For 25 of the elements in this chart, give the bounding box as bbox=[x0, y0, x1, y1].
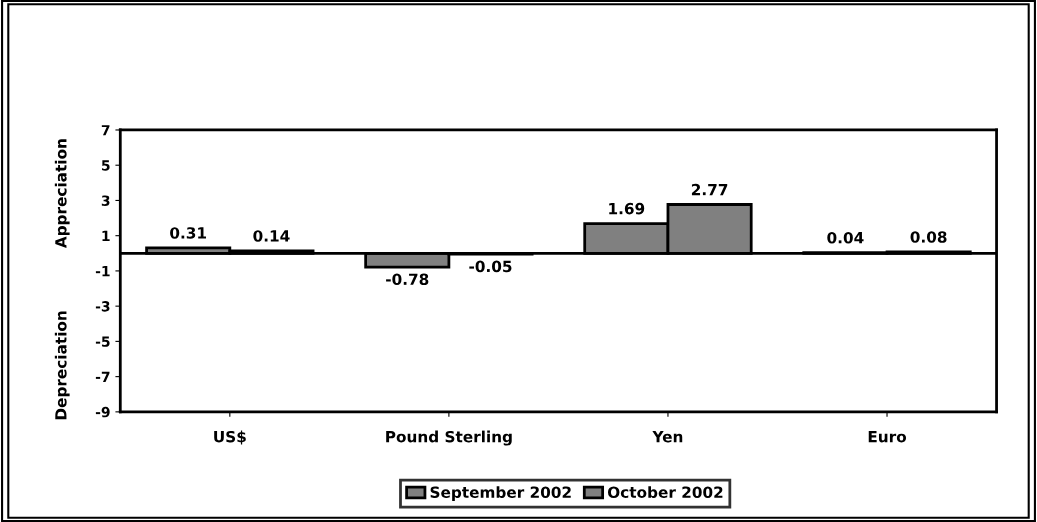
text: Depreciation bbox=[54, 311, 70, 420]
legend-label: September 2002 bbox=[430, 486, 571, 501]
data-label: -0.78 bbox=[386, 273, 429, 286]
y-tick-label: -3 bbox=[95, 301, 110, 312]
data-label: 1.69 bbox=[609, 202, 645, 215]
y-tick-label: 1 bbox=[102, 230, 110, 241]
x-tick-label: US$ bbox=[214, 430, 246, 445]
data-label: 0.08 bbox=[910, 231, 947, 243]
x-tick-label: Euro bbox=[868, 431, 907, 443]
data-label: 0.31 bbox=[170, 227, 206, 239]
y-tick-label: 7 bbox=[101, 125, 110, 136]
y-tick-label: -5 bbox=[95, 336, 110, 347]
x-tick-label: Pound Sterling bbox=[386, 430, 512, 446]
x-tick-label: Yen bbox=[652, 431, 683, 443]
data-label: -0.05 bbox=[469, 260, 512, 273]
data-label: 2.77 bbox=[691, 183, 728, 196]
data-label: 0.04 bbox=[827, 231, 864, 244]
data-label: 0.14 bbox=[253, 230, 290, 242]
y-tick-label: 3 bbox=[101, 195, 110, 206]
y-tick-label: -7 bbox=[95, 371, 110, 382]
y-axis-title: Appreciation bbox=[54, 139, 70, 249]
y-tick-label: -9 bbox=[95, 406, 110, 418]
y-tick-label: -1 bbox=[95, 266, 110, 277]
y-tick-label: 5 bbox=[101, 160, 110, 171]
legend-label: October 2002 bbox=[607, 486, 723, 498]
